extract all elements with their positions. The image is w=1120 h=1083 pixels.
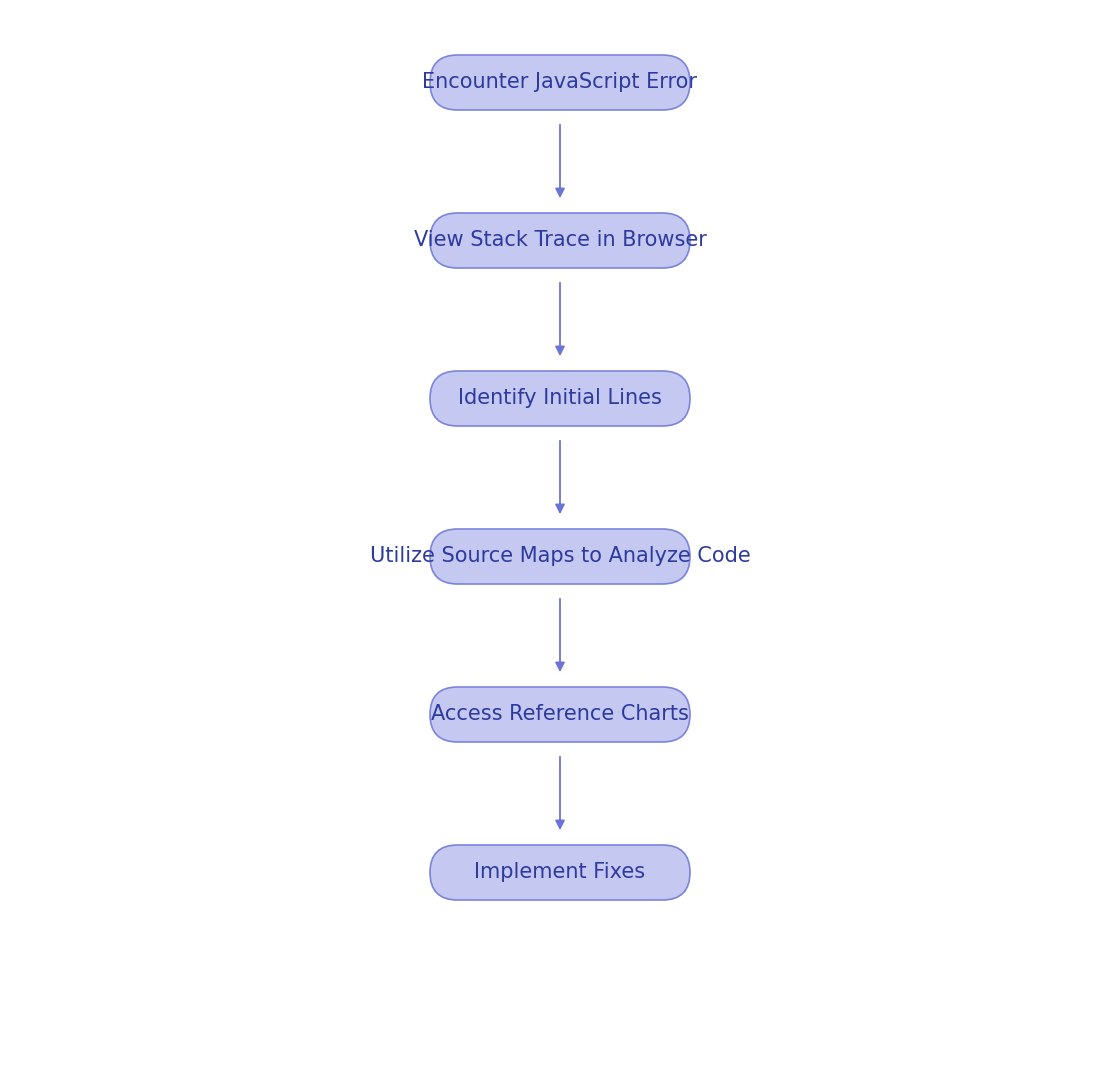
FancyBboxPatch shape (430, 529, 690, 584)
Text: Utilize Source Maps to Analyze Code: Utilize Source Maps to Analyze Code (370, 547, 750, 566)
Text: Access Reference Charts: Access Reference Charts (431, 705, 689, 725)
FancyBboxPatch shape (430, 55, 690, 110)
FancyBboxPatch shape (430, 371, 690, 426)
Text: View Stack Trace in Browser: View Stack Trace in Browser (413, 231, 707, 250)
Text: Encounter JavaScript Error: Encounter JavaScript Error (422, 73, 698, 92)
Text: Implement Fixes: Implement Fixes (475, 862, 645, 883)
FancyBboxPatch shape (430, 687, 690, 742)
Text: Identify Initial Lines: Identify Initial Lines (458, 389, 662, 408)
FancyBboxPatch shape (430, 845, 690, 900)
FancyBboxPatch shape (430, 213, 690, 268)
